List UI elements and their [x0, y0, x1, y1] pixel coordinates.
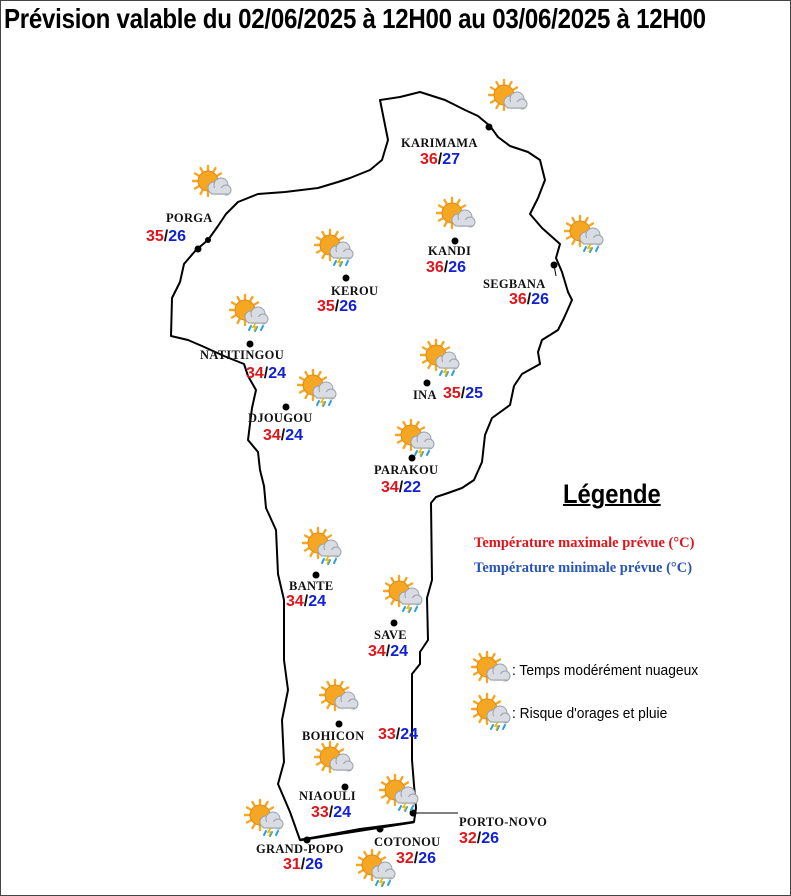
partly-cloudy-icon: [435, 196, 476, 241]
storm-rain-icon: [419, 338, 460, 383]
station-name-save: SAVE: [374, 628, 407, 642]
station-temp-segbana: 36/26: [509, 291, 550, 308]
station-name-ina: INA: [413, 388, 437, 402]
grand-popo-marker: [303, 836, 311, 844]
legend-tmax-label: Température maximale prévue (°C): [474, 535, 695, 551]
station-temp-kerou: 35/26: [317, 298, 358, 315]
storm-rain-icon: [313, 228, 354, 273]
station-temp-kandi: 36/26: [426, 259, 467, 276]
storm-rain-icon: [228, 293, 269, 338]
station-name-kandi: KANDI: [428, 244, 472, 258]
partly-cloudy-icon: [487, 78, 528, 123]
natitingou-marker: [246, 340, 254, 348]
parakou-marker: [408, 454, 416, 462]
storm-rain-icon: [296, 368, 337, 413]
legend-tmin-label: Température minimale prévue (°C): [474, 560, 693, 576]
station-name-cotonou: COTONOU: [374, 835, 441, 849]
station-name-segbana: SEGBANA: [483, 277, 546, 291]
station-name-porto-novo: PORTO-NOVO: [459, 815, 548, 829]
station-name-grand-popo: GRAND-POPO: [256, 842, 344, 856]
legend-title: Légende: [563, 479, 661, 509]
storm-rain-icon: [243, 798, 284, 843]
station-temp-grand-popo: 31/26: [283, 856, 324, 873]
porga-marker-2: [205, 237, 211, 243]
station-temp-karimama: 36/27: [420, 151, 461, 168]
legend-partly-cloudy-icon: [470, 650, 511, 695]
storm-rain-icon: [355, 848, 396, 893]
storm-rain-icon: [382, 574, 423, 619]
bight-coastline: [299, 820, 415, 842]
legend-item-storm-rain: : Risque d'orages et pluie: [512, 705, 668, 722]
ina-marker: [423, 379, 431, 387]
station-name-karimama: KARIMAMA: [401, 136, 478, 150]
station-temp-save: 34/24: [368, 643, 409, 660]
segbana-leader-line: [553, 264, 557, 277]
station-temp-djougou: 34/24: [263, 427, 304, 444]
legend-item-partly-cloudy: : Temps modérément nuageux: [512, 662, 699, 679]
station-temp-natitingou: 34/24: [246, 365, 287, 382]
kerou-marker: [342, 274, 350, 282]
partly-cloudy-icon: [318, 678, 359, 723]
partly-cloudy-icon: [191, 164, 232, 209]
storm-rain-icon: [394, 418, 435, 463]
partly-cloudy-icon: [313, 740, 354, 785]
niaouli-marker: [341, 783, 349, 791]
station-temp-porga: 35/26: [146, 228, 187, 245]
legend-storm-rain-icon: [470, 692, 511, 737]
station-temp-cotonou: 32/26: [396, 850, 437, 867]
station-temp-porto-novo: 32/26: [459, 830, 500, 847]
bohicon-marker: [335, 720, 343, 728]
station-name-bante: BANTE: [289, 579, 334, 593]
djougou-marker: [282, 403, 290, 411]
station-name-porga: PORGA: [166, 211, 213, 225]
station-name-djougou: DJOUGOU: [248, 411, 313, 425]
save-marker: [390, 619, 398, 627]
cotonou-marker: [376, 825, 384, 833]
page-title: Prévision valable du 02/06/2025 à 12H00 …: [4, 3, 706, 34]
station-name-kerou: KEROU: [331, 284, 379, 298]
storm-rain-icon: [378, 773, 419, 818]
station-temp-niaouli: 33/24: [311, 804, 352, 821]
station-temp-bohicon: 33/24: [378, 726, 419, 743]
storm-rain-icon: [563, 214, 604, 259]
storm-rain-icon: [301, 526, 342, 571]
bante-marker: [312, 571, 320, 579]
station-name-niaouli: NIAOULI: [299, 789, 356, 803]
porga-marker: [194, 245, 202, 253]
karimama-marker: [485, 123, 493, 131]
station-name-bohicon: BOHICON: [302, 729, 365, 743]
station-temp-parakou: 34/22: [381, 479, 422, 496]
station-temp-ina: 35/25: [443, 385, 484, 402]
station-temp-bante: 34/24: [286, 593, 327, 610]
station-name-natitingou: NATITINGOU: [200, 348, 285, 362]
station-name-parakou: PARAKOU: [374, 463, 439, 477]
kandi-marker: [451, 237, 459, 245]
